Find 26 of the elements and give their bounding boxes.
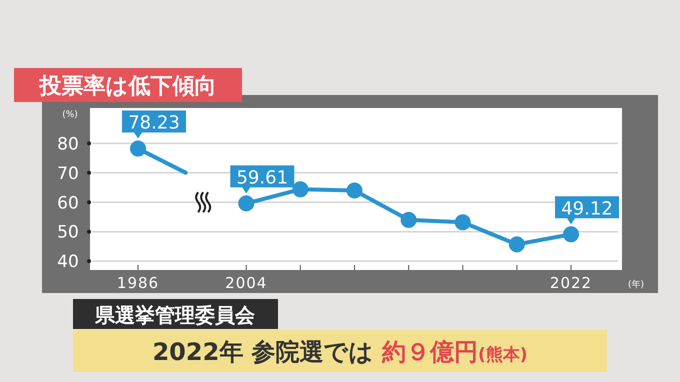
point [400, 212, 417, 228]
point [346, 182, 362, 198]
text: 2022年 参院選では [152, 338, 382, 366]
data-label: 78.23 [128, 112, 180, 134]
point [292, 181, 308, 198]
x-axis-title: (年) [628, 279, 644, 290]
point [238, 195, 254, 212]
x-tick-label: 2022 [550, 274, 592, 292]
y-tick-label: 70 [57, 164, 79, 184]
y-tick-label: 40 [57, 252, 79, 272]
y-tick-label: 80 [57, 134, 79, 154]
y-tick-label: 60 [57, 193, 79, 214]
chart-title: 投票率は低下傾向 [38, 73, 216, 99]
point [454, 214, 471, 230]
point [130, 140, 146, 157]
data-label: 49.12 [561, 198, 613, 220]
data-label: 59.61 [236, 167, 288, 188]
y-tick-label: 50 [57, 222, 79, 243]
x-tick-label: 1986 [116, 274, 160, 292]
y-axis-title: (%) [62, 110, 78, 120]
point [563, 226, 579, 242]
x-tick-label: 2004 [225, 274, 268, 292]
point [508, 236, 525, 252]
text: (熊本) [478, 345, 528, 365]
text: 県選挙管理委員会 [94, 303, 256, 327]
text: 約９億円 [380, 338, 478, 366]
